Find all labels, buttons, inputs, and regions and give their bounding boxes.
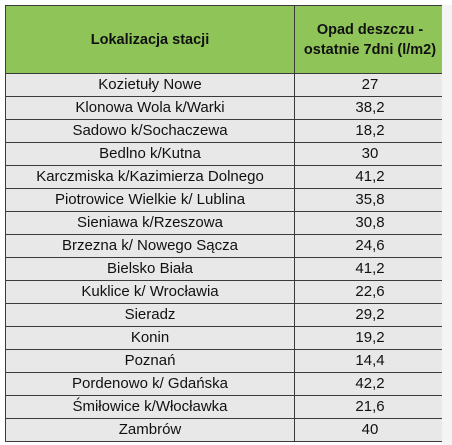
table-row: Brzezna k/ Nowego Sącza 24,6 <box>5 234 446 258</box>
table-row: Śmiłowice k/Włocławka 21,6 <box>5 395 446 419</box>
cell-rainfall-value[interactable]: 30 <box>294 142 446 166</box>
cell-rainfall-value[interactable]: 14,4 <box>294 349 446 373</box>
cell-location[interactable]: Pordenowo k/ Gdańska <box>5 372 295 396</box>
table-row: Konin 19,2 <box>5 326 446 350</box>
table-row: Kozietuły Nowe 27 <box>5 73 446 97</box>
cell-location[interactable]: Bielsko Biała <box>5 257 295 281</box>
table-row: Zambrów 40 <box>5 418 446 442</box>
cell-rainfall-value[interactable]: 22,6 <box>294 280 446 304</box>
cell-rainfall-value[interactable]: 18,2 <box>294 119 446 143</box>
cell-location[interactable]: Zambrów <box>5 418 295 442</box>
cell-location[interactable]: Kuklice k/ Wrocławia <box>5 280 295 304</box>
cell-rainfall-value[interactable]: 29,2 <box>294 303 446 327</box>
table-row: Klonowa Wola k/Warki 38,2 <box>5 96 446 120</box>
rainfall-table: Lokalizacja stacji Opad deszczu - ostatn… <box>5 5 446 442</box>
table-row: Sieradz 29,2 <box>5 303 446 327</box>
cell-location[interactable]: Konin <box>5 326 295 350</box>
cell-rainfall-value[interactable]: 30,8 <box>294 211 446 235</box>
header-rainfall[interactable]: Opad deszczu - ostatnie 7dni (l/m2) <box>294 5 446 74</box>
cell-location[interactable]: Bedlno k/Kutna <box>5 142 295 166</box>
cell-rainfall-value[interactable]: 19,2 <box>294 326 446 350</box>
table-row: Bedlno k/Kutna 30 <box>5 142 446 166</box>
cell-location[interactable]: Piotrowice Wielkie k/ Lublina <box>5 188 295 212</box>
cell-location[interactable]: Sieradz <box>5 303 295 327</box>
cell-rainfall-value[interactable]: 27 <box>294 73 446 97</box>
cell-rainfall-value[interactable]: 41,2 <box>294 257 446 281</box>
cell-location[interactable]: Sieniawa k/Rzeszowa <box>5 211 295 235</box>
sheet-right-edge <box>442 5 452 445</box>
cell-rainfall-value[interactable]: 38,2 <box>294 96 446 120</box>
table-row: Sadowo k/Sochaczewa 18,2 <box>5 119 446 143</box>
table-row: Karczmiska k/Kazimierza Dolnego 41,2 <box>5 165 446 189</box>
cell-location[interactable]: Klonowa Wola k/Warki <box>5 96 295 120</box>
table-row: Piotrowice Wielkie k/ Lublina 35,8 <box>5 188 446 212</box>
cell-rainfall-value[interactable]: 24,6 <box>294 234 446 258</box>
table-row: Sieniawa k/Rzeszowa 30,8 <box>5 211 446 235</box>
header-row: Lokalizacja stacji Opad deszczu - ostatn… <box>5 5 446 74</box>
sheet-top-strip <box>0 0 452 8</box>
cell-rainfall-value[interactable]: 35,8 <box>294 188 446 212</box>
cell-location[interactable]: Brzezna k/ Nowego Sącza <box>5 234 295 258</box>
cell-location[interactable]: Kozietuły Nowe <box>5 73 295 97</box>
table-row: Bielsko Biała 41,2 <box>5 257 446 281</box>
cell-location[interactable]: Karczmiska k/Kazimierza Dolnego <box>5 165 295 189</box>
cell-location[interactable]: Poznań <box>5 349 295 373</box>
cell-rainfall-value[interactable]: 42,2 <box>294 372 446 396</box>
rainfall-table-container: Lokalizacja stacji Opad deszczu - ostatn… <box>5 5 446 442</box>
table-row: Kuklice k/ Wrocławia 22,6 <box>5 280 446 304</box>
cell-rainfall-value[interactable]: 41,2 <box>294 165 446 189</box>
cell-rainfall-value[interactable]: 40 <box>294 418 446 442</box>
table-body: Kozietuły Nowe 27 Klonowa Wola k/Warki 38,2… <box>5 73 446 442</box>
header-location[interactable]: Lokalizacja stacji <box>5 5 295 74</box>
cell-location[interactable]: Sadowo k/Sochaczewa <box>5 119 295 143</box>
table-row: Poznań 14,4 <box>5 349 446 373</box>
cell-rainfall-value[interactable]: 21,6 <box>294 395 446 419</box>
cell-location[interactable]: Śmiłowice k/Włocławka <box>5 395 295 419</box>
table-row: Pordenowo k/ Gdańska 42,2 <box>5 372 446 396</box>
